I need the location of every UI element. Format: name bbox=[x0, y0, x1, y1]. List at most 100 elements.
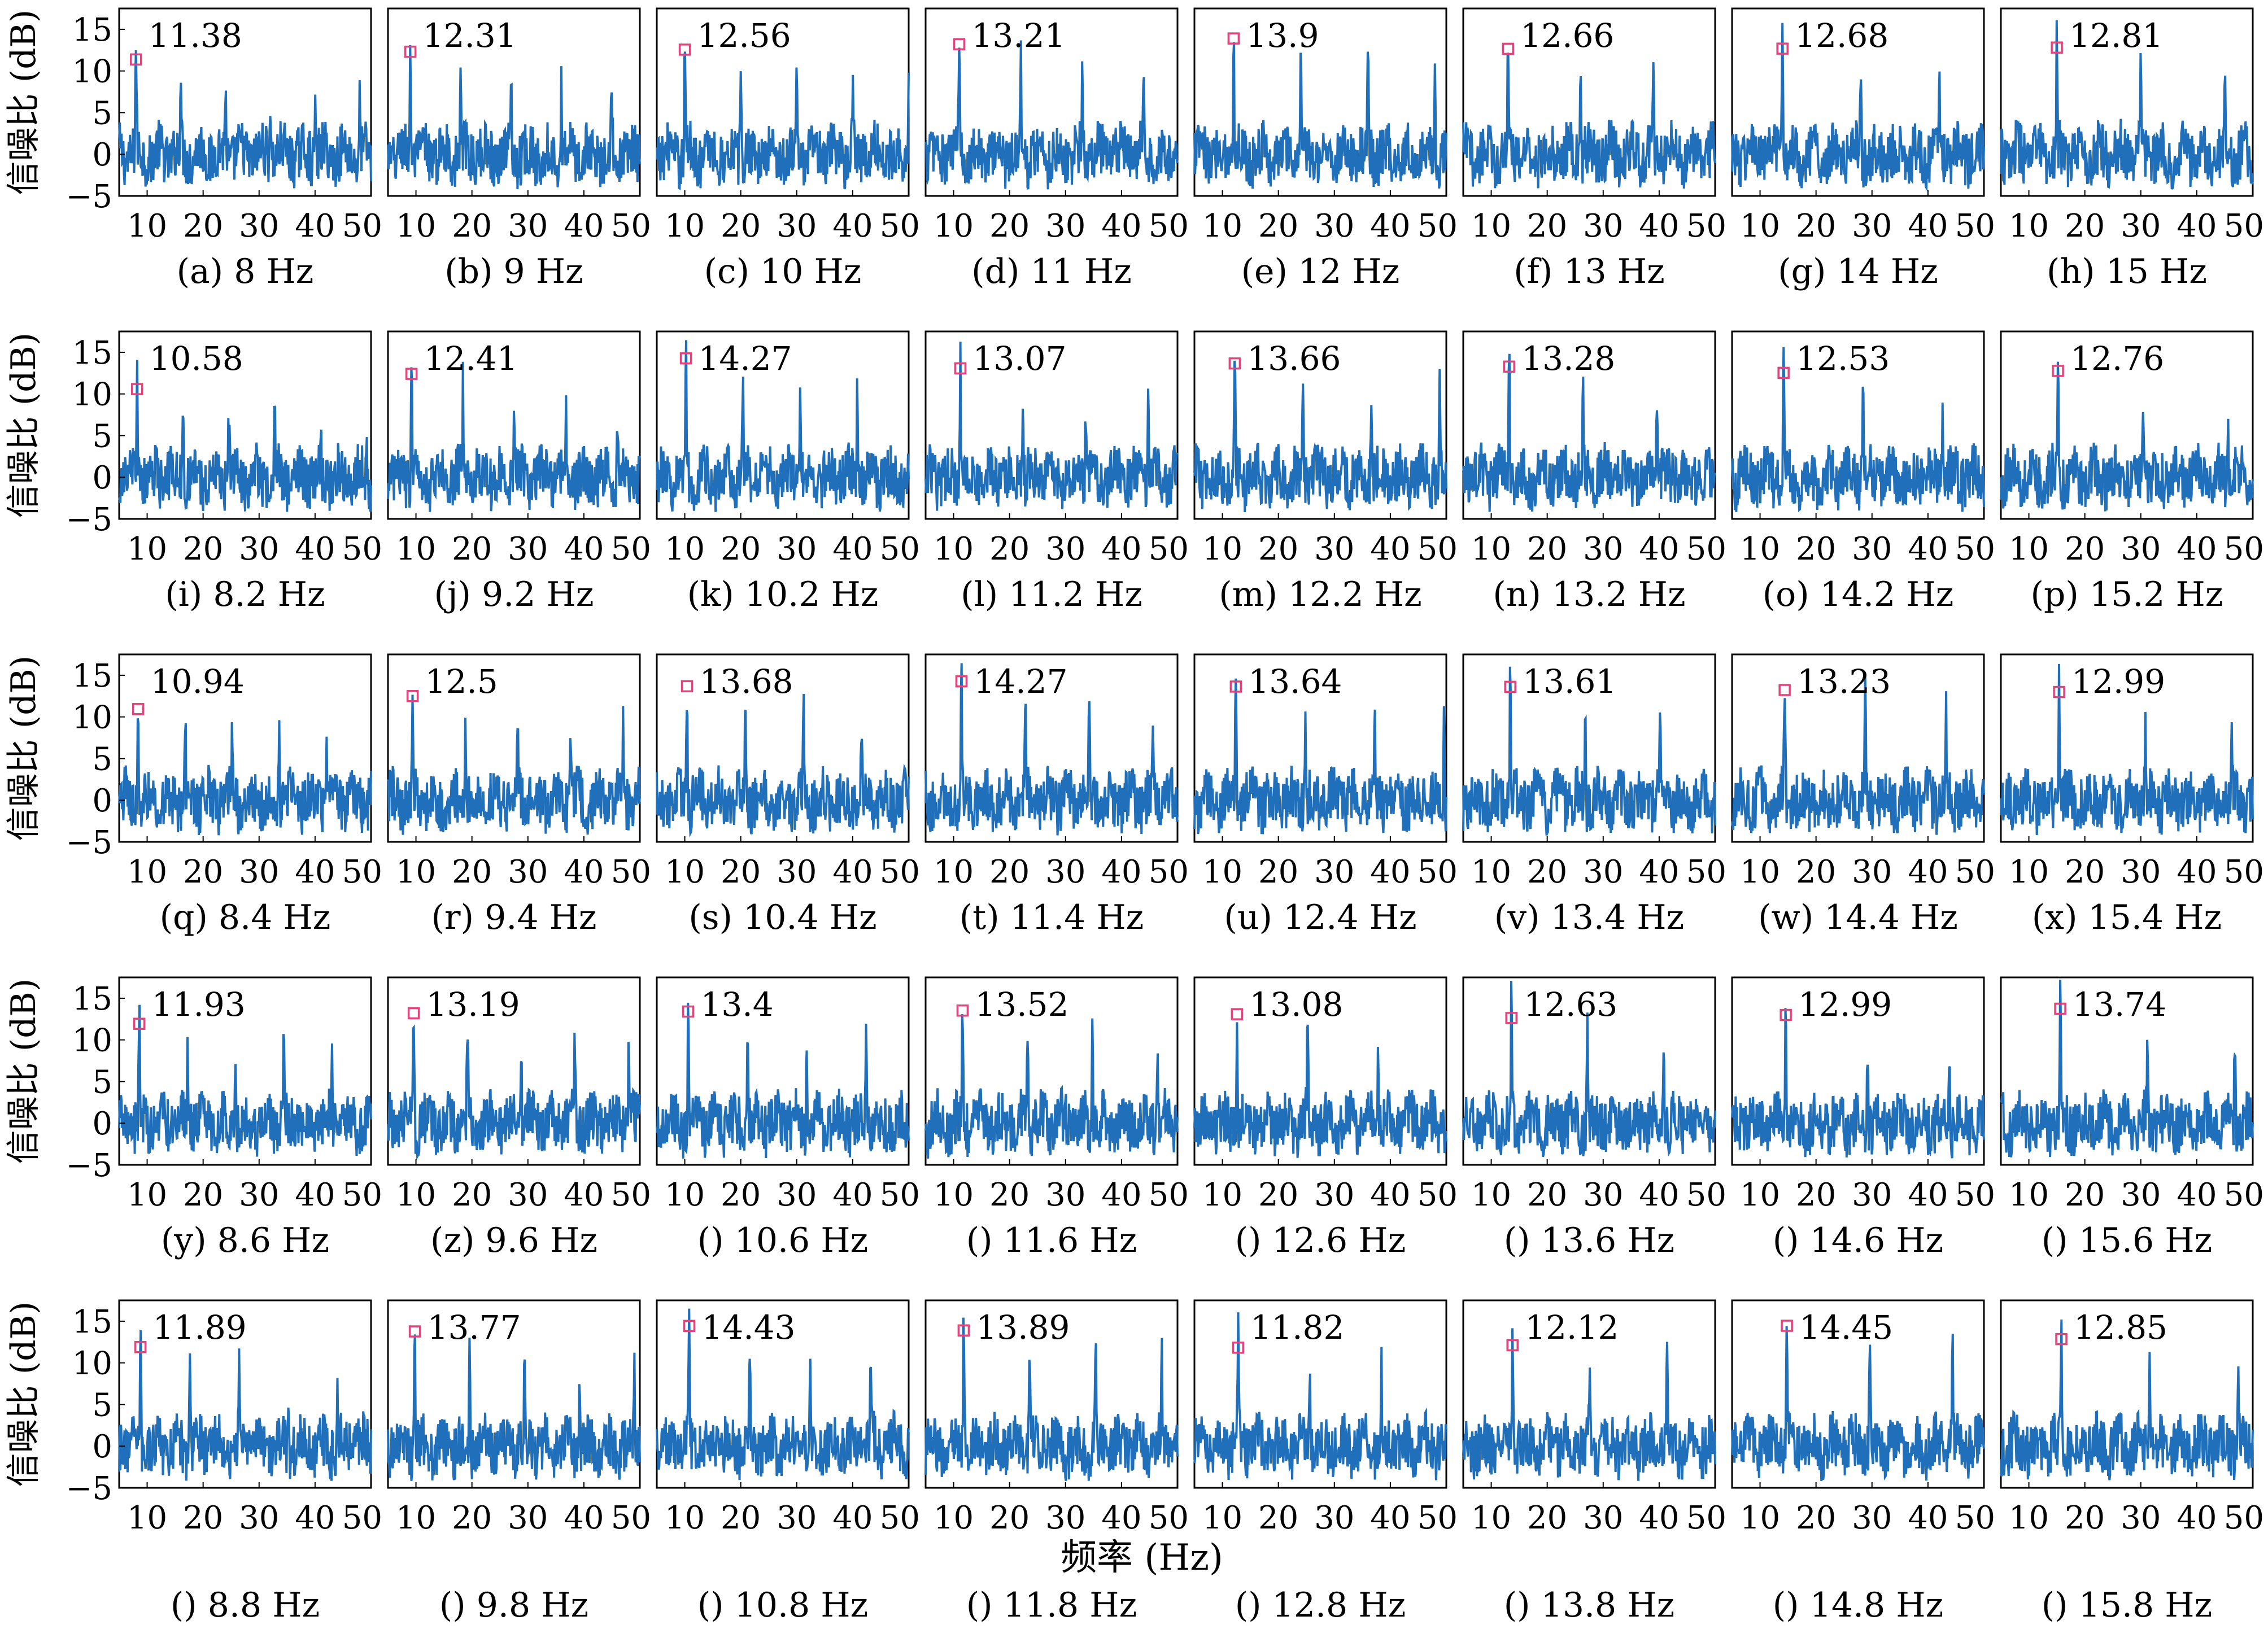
y-tick-label: 0 bbox=[92, 783, 112, 819]
snr-series-line bbox=[1731, 347, 1985, 513]
snr-series-line bbox=[924, 342, 1179, 511]
peak-value-label: 13.23 bbox=[1797, 662, 1891, 701]
panel: 11.89 −5 0 5 10 15 信噪比 (dB) 10 20 30 40 50 () 8.8 Hz bbox=[4, 1299, 382, 1625]
x-tick-label: 10 bbox=[1740, 1500, 1780, 1536]
x-tick-label: 50 bbox=[1955, 1177, 1995, 1213]
x-tick-label: 20 bbox=[1796, 208, 1836, 244]
x-tick-label: 20 bbox=[1527, 208, 1567, 244]
x-tick-label: 50 bbox=[2224, 531, 2264, 567]
panel: 13.23 10 20 30 40 50 (w) 14.4 Hz bbox=[1731, 653, 1995, 937]
panel: 13.89 10 20 30 40 50 () 11.8 Hz bbox=[924, 1299, 1189, 1625]
x-tick-label: 50 bbox=[342, 854, 382, 890]
x-axis-label: 频率 (Hz) bbox=[1061, 1537, 1223, 1579]
x-tick-label: 50 bbox=[1149, 1500, 1189, 1536]
snr-series-line bbox=[1193, 42, 1447, 189]
snr-series-line bbox=[656, 1002, 910, 1159]
x-tick-label: 20 bbox=[989, 1500, 1030, 1536]
x-tick-label: 40 bbox=[1908, 1500, 1948, 1536]
peak-value-label: 13.77 bbox=[428, 1308, 521, 1347]
snr-series-line bbox=[924, 1317, 1179, 1482]
x-tick-label: 40 bbox=[2177, 531, 2217, 567]
panel-caption: (h) 15 Hz bbox=[2047, 252, 2207, 291]
x-tick-label: 30 bbox=[777, 1177, 817, 1213]
x-tick-label: 40 bbox=[832, 208, 873, 244]
y-tick-label: −5 bbox=[66, 824, 112, 861]
peak-value-label: 11.89 bbox=[153, 1308, 247, 1347]
peak-marker bbox=[1503, 360, 1516, 373]
x-tick-label: 10 bbox=[934, 531, 974, 567]
peak-marker bbox=[1778, 684, 1791, 696]
peak-marker bbox=[1776, 42, 1789, 55]
x-tick-label: 20 bbox=[721, 1500, 761, 1536]
panel-caption: () 15.8 Hz bbox=[2042, 1586, 2213, 1625]
panel: 13.66 10 20 30 40 50 (m) 12.2 Hz bbox=[1193, 330, 1458, 614]
peak-value-label: 12.81 bbox=[2069, 16, 2163, 55]
panel: 14.27 10 20 30 40 50(t) 11.4 Hz bbox=[924, 653, 1189, 937]
peak-value-label: 12.68 bbox=[1795, 16, 1888, 55]
x-tick-label: 20 bbox=[452, 1500, 492, 1536]
panel-caption: (w) 14.4 Hz bbox=[1758, 898, 1958, 937]
x-tick-label: 50 bbox=[1955, 854, 1995, 890]
peak-value-label: 13.74 bbox=[2073, 985, 2166, 1024]
x-tick-label: 30 bbox=[1852, 208, 1892, 244]
peak-value-label: 12.41 bbox=[424, 339, 518, 378]
y-tick-label: 15 bbox=[72, 658, 112, 695]
x-tick-label: 10 bbox=[127, 1500, 167, 1536]
snr-series-line bbox=[924, 663, 1179, 836]
snr-series-line bbox=[118, 50, 372, 189]
peak-marker bbox=[1229, 680, 1242, 693]
x-tick-label: 30 bbox=[1314, 208, 1354, 244]
x-tick-label: 30 bbox=[1583, 854, 1623, 890]
peak-marker bbox=[953, 38, 966, 51]
snr-series-line bbox=[387, 45, 641, 190]
x-tick-label: 40 bbox=[1639, 531, 1679, 567]
peak-marker bbox=[405, 368, 418, 380]
peak-marker bbox=[133, 1017, 146, 1030]
x-tick-label: 20 bbox=[452, 1177, 492, 1213]
x-tick-label: 40 bbox=[832, 854, 873, 890]
panel-caption: (j) 9.2 Hz bbox=[434, 575, 594, 614]
panel: 13.4 10 20 30 40 50 () 10.6 Hz bbox=[656, 976, 920, 1260]
panel: 13.64 10 20 30 40 50(u) 12.4 Hz bbox=[1193, 653, 1458, 937]
x-tick-label: 40 bbox=[832, 531, 873, 567]
x-tick-label: 40 bbox=[1908, 854, 1948, 890]
peak-value-label: 13.28 bbox=[1521, 339, 1615, 378]
x-tick-label: 50 bbox=[1149, 1177, 1189, 1213]
x-tick-label: 30 bbox=[508, 1500, 548, 1536]
x-tick-label: 50 bbox=[1955, 208, 1995, 244]
panel: 12.68 10 20 30 40 50 (g) 14 Hz bbox=[1731, 7, 1995, 291]
x-tick-label: 20 bbox=[1527, 854, 1567, 890]
snr-series-line bbox=[1193, 1312, 1447, 1480]
snr-series-line bbox=[656, 51, 910, 191]
x-tick-label: 40 bbox=[1101, 1500, 1141, 1536]
peak-value-label: 12.63 bbox=[1524, 985, 1617, 1024]
peak-marker bbox=[1777, 366, 1790, 379]
x-tick-label: 40 bbox=[564, 531, 604, 567]
x-tick-label: 10 bbox=[127, 531, 167, 567]
x-tick-label: 20 bbox=[183, 531, 223, 567]
snr-series-line bbox=[1193, 1022, 1447, 1158]
snr-series-line bbox=[387, 361, 641, 512]
y-tick-label: 15 bbox=[72, 981, 112, 1017]
x-tick-label: 30 bbox=[1045, 208, 1085, 244]
y-tick-label: 15 bbox=[72, 335, 112, 372]
x-tick-label: 40 bbox=[1370, 531, 1410, 567]
peak-marker bbox=[1781, 1320, 1793, 1332]
x-tick-label: 20 bbox=[1258, 208, 1298, 244]
x-tick-label: 30 bbox=[1852, 854, 1892, 890]
snr-series-line bbox=[118, 1004, 372, 1157]
panel: 13.68 10 20 30 40 50(s) 10.4 Hz bbox=[656, 653, 920, 937]
peak-value-label: 12.12 bbox=[1525, 1308, 1619, 1347]
x-tick-label: 50 bbox=[2224, 1177, 2264, 1213]
x-tick-label: 20 bbox=[1258, 531, 1298, 567]
x-tick-label: 20 bbox=[1796, 854, 1836, 890]
x-tick-label: 30 bbox=[239, 1500, 279, 1536]
x-tick-label: 40 bbox=[2177, 208, 2217, 244]
x-tick-label: 40 bbox=[1101, 208, 1141, 244]
panel-caption: (p) 15.2 Hz bbox=[2031, 575, 2223, 614]
x-tick-label: 10 bbox=[2009, 1177, 2049, 1213]
x-tick-label: 10 bbox=[1740, 531, 1780, 567]
x-tick-label: 10 bbox=[396, 208, 436, 244]
peak-marker bbox=[1504, 680, 1517, 693]
